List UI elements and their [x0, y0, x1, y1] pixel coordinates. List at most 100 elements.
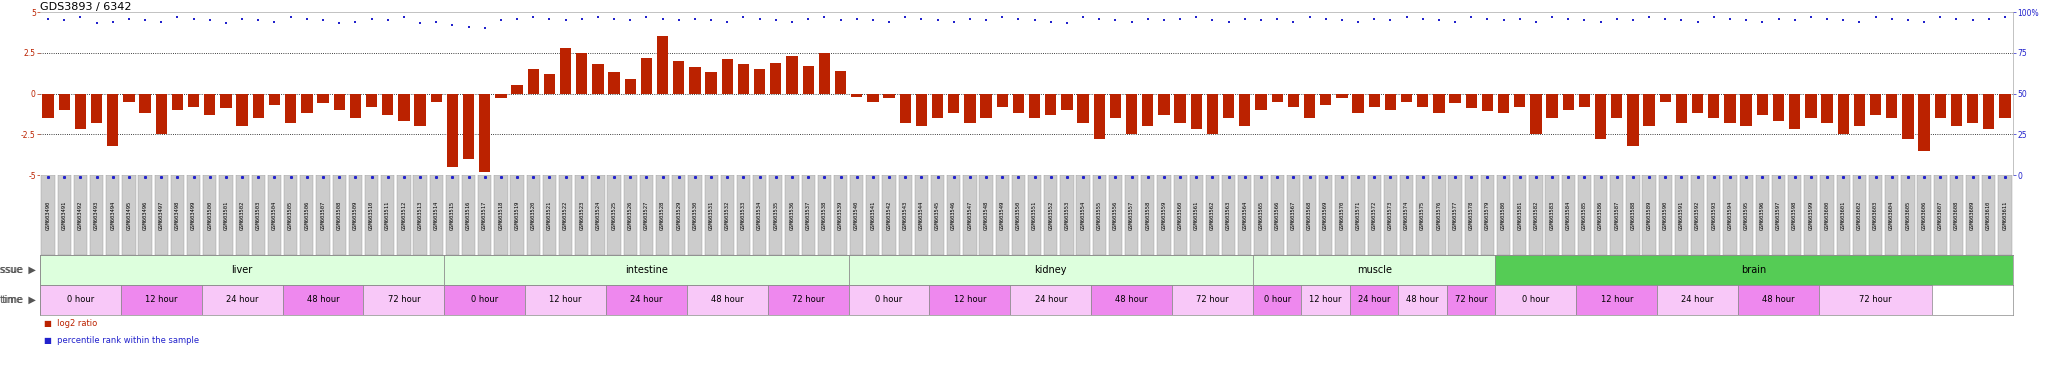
Text: GSM603516: GSM603516 [467, 200, 471, 230]
Bar [90, 175, 102, 255]
Bar [1495, 285, 1577, 315]
Point [1794, 14, 1827, 20]
Bar [1675, 93, 1688, 123]
Text: GSM603577: GSM603577 [1452, 200, 1458, 230]
Text: GSM603512: GSM603512 [401, 200, 406, 230]
Text: GSM603547: GSM603547 [967, 200, 973, 230]
Point [1196, 17, 1229, 23]
Text: GSM603529: GSM603529 [676, 200, 682, 230]
Text: 48 hour: 48 hour [711, 296, 743, 305]
Text: GSM603570: GSM603570 [1339, 200, 1343, 230]
Bar [1077, 93, 1090, 123]
Text: 72 hour: 72 hour [1860, 296, 1892, 305]
Text: time: time [2, 295, 25, 305]
Bar [1642, 93, 1655, 126]
Bar [1092, 285, 1171, 315]
Bar [1061, 93, 1073, 110]
Text: GSM603589: GSM603589 [1647, 200, 1651, 230]
Bar [430, 175, 442, 255]
Text: GSM603601: GSM603601 [1841, 200, 1845, 230]
Point [1876, 15, 1909, 22]
Text: GSM603495: GSM603495 [127, 200, 131, 230]
Bar [1094, 175, 1106, 255]
Point [1487, 17, 1520, 23]
Bar [1935, 93, 1946, 118]
Text: 12 hour: 12 hour [145, 296, 178, 305]
Text: ■  percentile rank within the sample: ■ percentile rank within the sample [45, 336, 199, 345]
Bar [41, 255, 444, 285]
Text: GSM603609: GSM603609 [1970, 200, 1974, 230]
Bar [625, 79, 637, 93]
Bar [1174, 175, 1186, 255]
Bar [1722, 175, 1737, 255]
Text: GSM603528: GSM603528 [659, 200, 666, 230]
Point [1810, 15, 1843, 22]
Bar [479, 93, 489, 172]
Point [1761, 15, 1794, 22]
Text: GSM603510: GSM603510 [369, 200, 375, 230]
Bar [1305, 93, 1315, 118]
Bar [1739, 285, 1819, 315]
Point [1034, 19, 1067, 25]
Text: GSM603526: GSM603526 [629, 200, 633, 230]
Bar [866, 93, 879, 102]
Bar [1870, 175, 1882, 255]
Text: GSM603530: GSM603530 [692, 200, 698, 230]
Point [129, 17, 162, 23]
Bar [1708, 175, 1720, 255]
Point [1520, 19, 1552, 25]
Text: GSM603568: GSM603568 [1307, 200, 1313, 230]
Text: GSM603605: GSM603605 [1905, 200, 1911, 230]
Text: GSM603548: GSM603548 [983, 200, 989, 230]
Bar [1319, 175, 1333, 255]
Text: 72 hour: 72 hour [1196, 296, 1229, 305]
Text: GSM603525: GSM603525 [612, 200, 616, 230]
Bar [686, 285, 768, 315]
Bar [1110, 93, 1120, 118]
Point [1649, 15, 1681, 22]
Point [371, 17, 403, 23]
Text: GSM603584: GSM603584 [1567, 200, 1571, 230]
Bar [850, 175, 864, 255]
Bar [1239, 175, 1251, 255]
Bar [1563, 93, 1575, 110]
Text: 48 hour: 48 hour [307, 296, 340, 305]
Bar [1368, 93, 1380, 106]
Bar [1577, 175, 1591, 255]
Bar [575, 175, 588, 255]
Text: GSM603542: GSM603542 [887, 200, 891, 230]
Point [1147, 17, 1180, 23]
Text: GSM603515: GSM603515 [451, 200, 455, 230]
Bar [1028, 93, 1040, 118]
Bar [1513, 93, 1526, 106]
Bar [1350, 285, 1399, 315]
Point [1681, 19, 1714, 25]
Text: GSM603559: GSM603559 [1161, 200, 1167, 230]
Point [1051, 20, 1083, 26]
Bar [1253, 255, 1495, 285]
Text: GSM603557: GSM603557 [1128, 200, 1135, 230]
Bar [1014, 93, 1024, 113]
Text: GSM603492: GSM603492 [78, 200, 82, 230]
Bar [1466, 93, 1477, 108]
Bar [786, 56, 797, 93]
Point [1438, 19, 1470, 25]
Text: GSM603578: GSM603578 [1468, 200, 1475, 230]
Bar [1884, 175, 1898, 255]
Text: GSM603553: GSM603553 [1065, 200, 1069, 230]
Text: GSM603506: GSM603506 [305, 200, 309, 230]
Text: ■  log2 ratio: ■ log2 ratio [45, 319, 98, 328]
Point [1245, 17, 1278, 23]
Text: GSM603560: GSM603560 [1178, 200, 1182, 230]
Point [1407, 15, 1440, 22]
Bar [1044, 175, 1057, 255]
Bar [1044, 93, 1057, 115]
Bar [1577, 285, 1657, 315]
Point [516, 14, 549, 20]
Point [47, 17, 80, 23]
Text: GSM603604: GSM603604 [1888, 200, 1894, 230]
Text: GSM603502: GSM603502 [240, 200, 244, 230]
Bar [674, 61, 684, 93]
Text: 24 hour: 24 hour [1681, 296, 1714, 305]
Point [258, 19, 291, 25]
